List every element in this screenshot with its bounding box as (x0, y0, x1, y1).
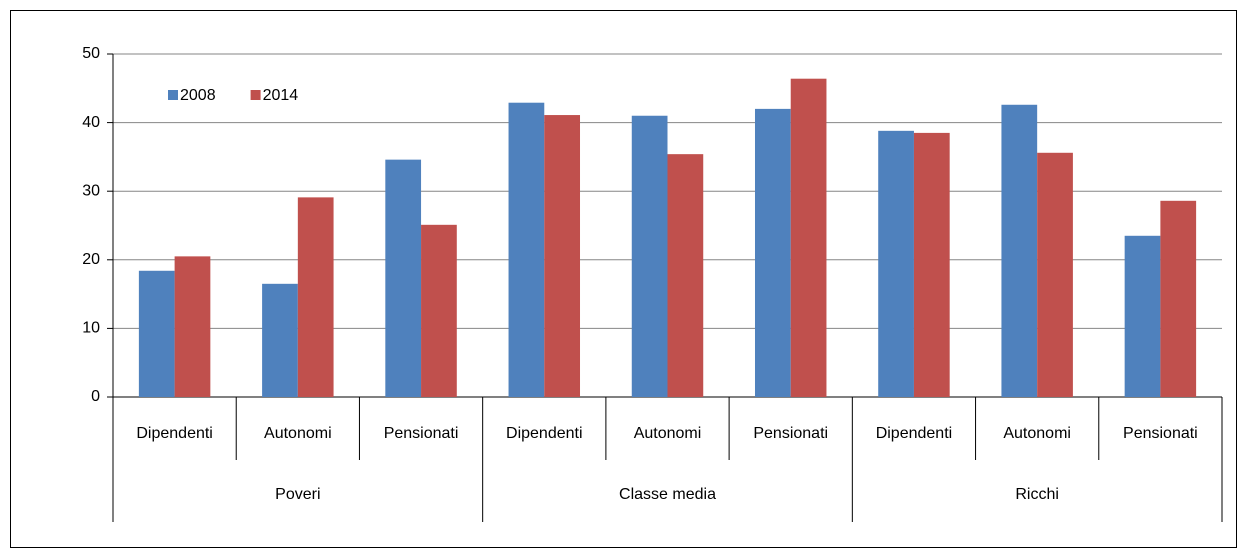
bar (138, 270, 175, 397)
x-tick-label: Pensionati (384, 425, 459, 442)
bar (1037, 152, 1073, 397)
bar (790, 78, 827, 398)
bar (1124, 235, 1161, 397)
bar (913, 132, 950, 397)
x-tick-label: Pensionati (1123, 425, 1198, 442)
x-tick-label: Autonomi (264, 425, 332, 442)
group-label: Classe media (619, 486, 716, 503)
bar (421, 224, 457, 397)
x-tick-label: Dipendenti (136, 425, 213, 442)
bar (1160, 200, 1197, 397)
bar (544, 115, 581, 397)
chart-frame (10, 10, 1237, 548)
x-tick-label: Dipendenti (506, 425, 583, 442)
x-tick-label: Dipendenti (876, 425, 953, 442)
y-tick-label: 30 (82, 182, 100, 199)
legend-swatch (168, 90, 178, 100)
bar (262, 283, 298, 397)
bar (878, 130, 914, 397)
bar (667, 154, 704, 397)
x-tick-label: Autonomi (1003, 425, 1071, 442)
bar (297, 197, 334, 397)
y-tick-label: 50 (82, 45, 100, 62)
group-label: Poveri (275, 486, 320, 503)
y-tick-label: 20 (82, 251, 100, 268)
bar (508, 102, 545, 398)
legend-label: 2008 (180, 87, 216, 104)
y-tick-label: 0 (91, 388, 100, 405)
group-label: Ricchi (1015, 486, 1059, 503)
bar (631, 115, 668, 398)
x-tick-label: Autonomi (634, 425, 702, 442)
bar (754, 108, 791, 397)
y-tick-label: 10 (82, 320, 100, 337)
x-tick-label: Pensionati (753, 425, 828, 442)
bar (1001, 104, 1038, 397)
legend-label: 2014 (263, 87, 299, 104)
bar (174, 256, 211, 397)
y-tick-label: 40 (82, 114, 100, 131)
legend-swatch (250, 90, 261, 100)
bar (385, 159, 422, 397)
